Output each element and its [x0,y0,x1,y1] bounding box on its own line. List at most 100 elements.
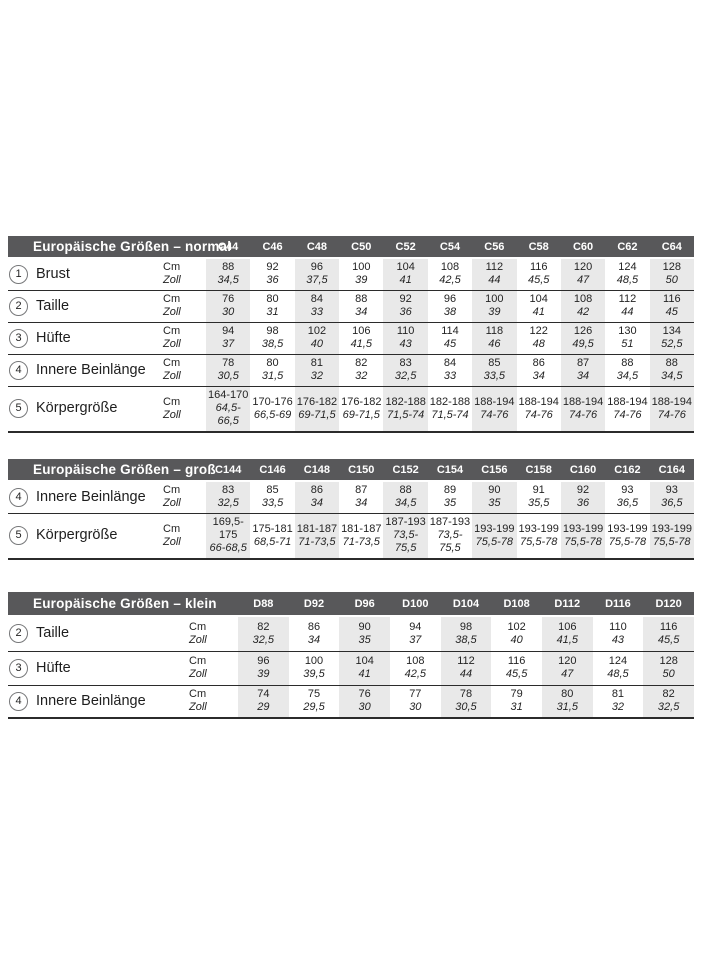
cm-value: 116 [663,293,681,305]
cm-value: 112 [618,293,637,305]
table-title: Europäische Größen – groß [8,459,216,482]
cm-value: 170-176 [252,395,293,408]
value-cell: 106 41,5 [541,617,593,651]
zoll-value: 31 [266,306,279,318]
value-cell: 128 50 [643,651,694,685]
cm-value: 114 [441,325,459,337]
value-cell: 169,5-175 66-68,5 [206,513,251,560]
cm-value: 96 [310,261,324,273]
table-row: 1 Brust Cm Zoll 88 34,5 92 36 96 37,5 100 39 104 41 10… [8,259,694,290]
zoll-value: 35 [358,633,371,646]
measurement-label-cell: 4 Innere Beinlänge [8,354,158,386]
size-column-header: C160 [560,459,606,482]
value-cell: 164-170 64,5-66,5 [206,386,251,433]
value-cell: 188-194 74-76 [605,386,650,433]
value-cell: 90 35 [472,482,517,513]
zoll-value: 34 [355,497,368,509]
cm-value: 182-188 [385,395,426,408]
cm-value: 176-182 [341,395,382,408]
value-cell: 84 33 [294,290,340,322]
size-column-header: C162 [605,459,650,482]
cm-value: 81 [310,357,324,369]
zoll-value: 36 [266,274,279,286]
zoll-value: 75,5-78 [520,535,558,548]
zoll-value: 30 [409,701,422,713]
cm-value: 106 [558,620,577,633]
measurement-label: Brust [36,265,70,282]
zoll-value: 43 [611,633,625,646]
cm-value: 120 [573,261,593,273]
value-cell: 170-176 66,5-69 [250,386,295,433]
value-cell: 100 39,5 [288,651,340,685]
value-cell: 80 31 [250,290,295,322]
zoll-value: 41,5 [350,338,372,350]
unit-cm-label: Cm [189,620,207,633]
cm-value: 93 [621,484,634,496]
row-number-badge: 5 [9,399,28,418]
cm-value: 88 [355,293,368,305]
cm-value: 91 [532,484,545,496]
cm-value: 81 [611,688,625,700]
zoll-value: 32 [355,370,368,382]
row-number-badge: 2 [9,624,28,643]
value-cell: 104 41 [383,259,428,290]
cm-value: 122 [529,325,548,337]
row-number-badge: 4 [9,360,28,380]
cm-value: 187-193 [429,516,471,528]
cm-value: 84 [310,293,324,305]
value-cell: 87 34 [339,482,383,513]
unit-cm-label: Cm [189,655,207,667]
measurement-label-cell: 5 Körpergröße [8,386,158,433]
cm-value: 106 [352,325,371,337]
cm-value: 193-199 [651,522,692,535]
size-column-header: C44 [206,236,251,259]
value-cell: 86 34 [294,482,340,513]
cm-value: 108 [573,293,593,305]
cm-value: 92 [266,261,279,273]
units-cell: Cm Zoll [158,259,206,290]
table-title: Europäische Größen – normal [8,236,231,259]
value-cell: 181-187 71-73,5 [294,513,340,560]
measurement-label: Taille [36,625,70,641]
value-cell: 124 48,5 [592,651,644,685]
zoll-value: 45,5 [528,274,550,286]
cm-value: 187-193 [385,516,426,528]
cm-value: 118 [485,325,504,337]
table-title: Europäische Größen – klein [8,592,239,617]
unit-cm-label: Cm [189,688,207,700]
zoll-value: 44 [459,668,473,680]
cm-value: 75 [307,688,321,700]
size-column-header: D108 [491,592,542,617]
table-header: Europäische Größen – normal C44 C46 C48 C50 C… [8,236,694,259]
cm-value: 130 [618,325,637,337]
cm-value: 104 [355,655,374,667]
zoll-value: 36,5 [661,497,683,509]
cm-value: 128 [662,261,681,273]
zoll-value: 74-76 [524,408,553,421]
value-cell: 116 45,5 [491,651,542,685]
size-column-header: C64 [649,236,694,259]
value-cell: 88 34 [339,290,384,322]
zoll-value: 30,5 [217,370,239,382]
zoll-value: 32,5 [657,701,680,713]
zoll-value: 48,5 [616,274,639,286]
cm-value: 188-194 [474,395,515,408]
table-row: 2 Taille Cm Zoll 76 30 80 31 84 33 88 34 92 36 96 38 100… [8,290,694,322]
size-column-header: D104 [440,592,492,617]
cm-value: 86 [532,357,545,369]
unit-zoll-label: Zoll [163,497,181,509]
cm-value: 193-199 [518,522,559,535]
zoll-value: 36 [399,306,412,318]
zoll-value: 41,5 [556,633,578,646]
zoll-value: 74-76 [569,408,598,421]
value-cell: 116 45 [649,290,694,322]
size-column-header: D120 [643,592,694,617]
value-cell: 83 32,5 [383,354,428,386]
row-number-badge: 3 [9,658,28,678]
zoll-value: 32 [611,701,625,713]
cm-value: 110 [609,620,627,633]
value-cell: 188-194 74-76 [516,386,561,433]
zoll-value: 74-76 [613,408,642,421]
size-column-header: C164 [649,459,694,482]
size-column-header: D112 [541,592,593,617]
